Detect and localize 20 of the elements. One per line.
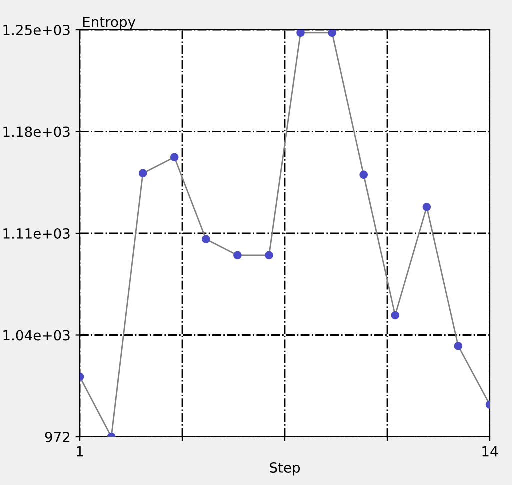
x-tick-label: 14 (482, 446, 498, 457)
point (454, 342, 463, 350)
point (391, 311, 400, 320)
point (138, 169, 148, 178)
point (422, 202, 432, 212)
point (328, 30, 336, 38)
point (170, 153, 179, 162)
y-tick-label: 1.11e+03 (4, 228, 70, 239)
x-tick-label: 1 (77, 446, 84, 457)
y-axis-title: Entropy (83, 16, 136, 30)
y-tick-label: 1.04e+03 (4, 330, 70, 341)
y-tick-label: 972 (45, 432, 70, 442)
point (234, 251, 242, 260)
point (202, 235, 210, 244)
point (265, 251, 274, 260)
x-axis-title: Step (270, 462, 300, 476)
y-tick-label: 1.25e+03 (4, 24, 70, 36)
point (360, 170, 368, 180)
point (296, 30, 305, 38)
y-tick-label: 1.18e+03 (4, 126, 70, 138)
